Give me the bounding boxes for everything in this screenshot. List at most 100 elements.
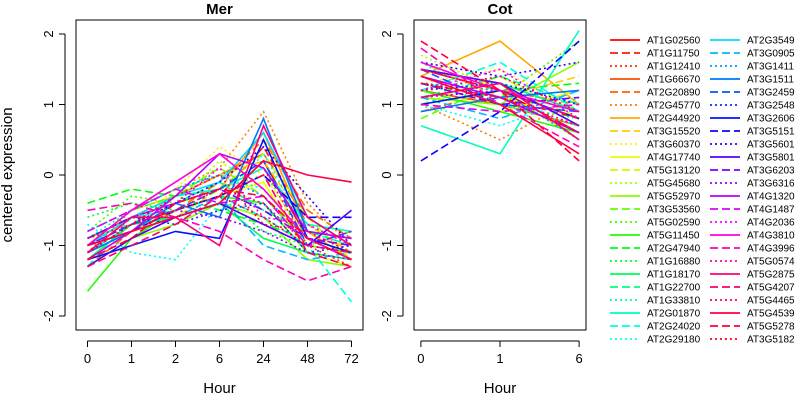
x-tick-label-mer-2: 2 xyxy=(172,351,179,366)
legend-label-AT3G5182: AT3G5182 xyxy=(747,335,795,346)
legend-label-AT2G24020: AT2G24020 xyxy=(647,322,701,333)
x-tick-label-cot-0: 0 xyxy=(417,351,424,366)
legend-label-AT5G11450: AT5G11450 xyxy=(647,231,700,242)
legend-label-AT4G3996: AT4G3996 xyxy=(747,244,795,255)
x-tick-label-cot-6: 6 xyxy=(576,351,583,366)
series-line-cot-AT3G5151 xyxy=(420,40,580,162)
series-line-cot-AT3G6316 xyxy=(420,89,580,113)
series-line-cot-AT2G44920 xyxy=(420,40,580,106)
legend-label-AT1G33810: AT1G33810 xyxy=(647,296,701,307)
series-line-cot-AT5G4207 xyxy=(420,68,580,120)
legend-label-AT2G47940: AT2G47940 xyxy=(647,244,701,255)
legend-label-AT4G3810: AT4G3810 xyxy=(747,231,795,242)
series-line-mer-AT4G3996 xyxy=(87,202,352,282)
legend-label-AT1G66670: AT1G66670 xyxy=(647,75,701,86)
plot-frame-cot xyxy=(413,19,587,331)
series-line-mer-AT3G2548 xyxy=(87,202,352,254)
x-tick-label-mer-6: 6 xyxy=(216,351,223,366)
y-tick-label-cot--1: -1 xyxy=(379,240,394,252)
legend-label-AT5G02590: AT5G02590 xyxy=(647,218,701,229)
x-tick-label-cot-1: 1 xyxy=(496,351,503,366)
legend-label-AT3G0905: AT3G0905 xyxy=(747,49,795,60)
series-line-mer-AT5G5278 xyxy=(87,188,352,261)
x-tick-label-mer-48: 48 xyxy=(300,351,314,366)
legend-label-AT3G2459: AT3G2459 xyxy=(747,88,795,99)
legend-label-AT1G02560: AT1G02560 xyxy=(647,36,701,47)
legend-label-AT5G45680: AT5G45680 xyxy=(647,179,701,190)
legend-label-AT5G4465: AT5G4465 xyxy=(747,296,795,307)
y-tick-label-mer-1: 1 xyxy=(41,101,56,108)
legend-label-AT3G5151: AT3G5151 xyxy=(747,127,795,138)
legend-label-AT2G44920: AT2G44920 xyxy=(647,114,701,125)
legend-label-AT3G1511: AT3G1511 xyxy=(747,75,794,86)
x-axis-title-mer: Hour xyxy=(203,380,236,397)
legend-label-AT2G3549: AT2G3549 xyxy=(747,36,795,47)
legend-label-AT1G16880: AT1G16880 xyxy=(647,257,701,268)
legend-label-AT5G0574: AT5G0574 xyxy=(747,257,795,268)
series-line-cot-AT3G5182 xyxy=(420,82,580,134)
series-line-cot-AT5G5278 xyxy=(420,40,580,162)
series-line-mer-AT5G4465 xyxy=(87,174,352,254)
x-tick-label-mer-24: 24 xyxy=(256,351,270,366)
series-line-cot-AT4G2036 xyxy=(420,68,580,120)
legend-label-AT4G17740: AT4G17740 xyxy=(647,153,701,164)
legend-label-AT3G2548: AT3G2548 xyxy=(747,101,795,112)
series-line-mer-AT5G4539 xyxy=(87,159,352,247)
series-line-cot-AT3G6203 xyxy=(420,82,580,106)
legend-label-AT4G2036: AT4G2036 xyxy=(747,218,795,229)
legend-label-AT1G12410: AT1G12410 xyxy=(647,62,701,73)
legend-label-AT5G4207: AT5G4207 xyxy=(747,283,795,294)
legend-label-AT3G6316: AT3G6316 xyxy=(747,179,795,190)
legend-label-AT3G1411: AT3G1411 xyxy=(747,62,794,73)
y-tick-label-mer--1: -1 xyxy=(41,240,56,252)
legend-label-AT1G18170: AT1G18170 xyxy=(647,270,701,281)
y-tick-label-mer-0: 0 xyxy=(41,171,56,178)
y-axis-title-mer: centered expression xyxy=(0,107,16,242)
series-line-cot-AT5G2875 xyxy=(420,82,580,141)
legend-label-AT2G29180: AT2G29180 xyxy=(647,335,701,346)
y-tick-label-cot-1: 1 xyxy=(379,101,394,108)
legend-label-AT1G11750: AT1G11750 xyxy=(647,49,700,60)
y-tick-label-cot--2: -2 xyxy=(379,310,394,322)
y-tick-label-mer--2: -2 xyxy=(41,310,56,322)
x-axis-title-cot: Hour xyxy=(484,380,517,397)
y-tick-label-cot-2: 2 xyxy=(379,30,394,37)
legend-label-AT2G45770: AT2G45770 xyxy=(647,101,701,112)
series-line-mer-AT5G02590 xyxy=(86,174,352,247)
legend-label-AT5G4539: AT5G4539 xyxy=(747,309,795,320)
x-tick-label-mer-0: 0 xyxy=(84,351,91,366)
series-line-cot-AT4G3810 xyxy=(420,61,580,113)
legend-label-AT3G53560: AT3G53560 xyxy=(647,205,701,216)
x-tick-label-mer-1: 1 xyxy=(128,351,135,366)
y-tick-label-mer-2: 2 xyxy=(41,30,56,37)
series-line-cot-AT2G29180 xyxy=(420,96,580,127)
legend-label-AT3G5601: AT3G5601 xyxy=(747,140,795,151)
panel-title-2: Cot xyxy=(488,1,513,18)
series-line-cot-AT2G01870 xyxy=(420,30,580,155)
legend-label-AT3G6203: AT3G6203 xyxy=(747,166,795,177)
series-line-mer-AT1G16880 xyxy=(87,195,352,247)
plot-frame-mer xyxy=(75,19,364,331)
series-line-cot-AT4G1487 xyxy=(420,103,580,113)
legend-label-AT4G1320: AT4G1320 xyxy=(747,192,795,203)
legend-label-AT3G5801: AT3G5801 xyxy=(747,153,795,164)
legend-label-AT2G20890: AT2G20890 xyxy=(647,88,701,99)
legend-label-AT5G2875: AT5G2875 xyxy=(747,270,795,281)
legend-label-AT5G13120: AT5G13120 xyxy=(647,166,701,177)
legend-label-AT4G1487: AT4G1487 xyxy=(747,205,795,216)
legend-label-AT5G5278: AT5G5278 xyxy=(747,322,795,333)
legend-label-AT1G22700: AT1G22700 xyxy=(647,283,701,294)
y-tick-label-cot-0: 0 xyxy=(379,171,394,178)
legend-label-AT3G15520: AT3G15520 xyxy=(647,127,701,138)
legend-label-AT2G01870: AT2G01870 xyxy=(647,309,701,320)
series-line-mer-AT5G2875 xyxy=(86,123,352,254)
legend-label-AT3G60370: AT3G60370 xyxy=(647,140,701,151)
legend-label-AT5G52970: AT5G52970 xyxy=(647,192,701,203)
legend-label-AT3G2606: AT3G2606 xyxy=(747,114,795,125)
panel-title-1: Mer xyxy=(206,1,233,18)
x-tick-label-mer-72: 72 xyxy=(344,351,358,366)
series-line-mer-AT5G4207 xyxy=(87,173,352,268)
series-line-mer-AT3G5182 xyxy=(87,195,352,254)
